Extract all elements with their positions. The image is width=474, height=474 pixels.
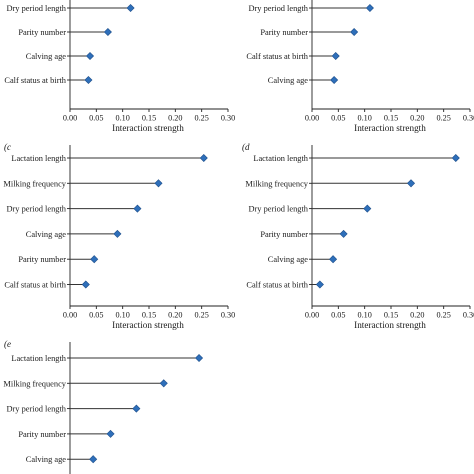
panel-4-x-tick-label: 0.10 [358, 311, 372, 320]
panel-3-diamond-marker [199, 153, 208, 163]
panel-2-diamond-marker [331, 51, 340, 61]
panel-3-category-label: Lactation length [11, 154, 66, 163]
panel-1-category-label: Parity number [18, 28, 66, 37]
panel-2-diamond-marker [330, 75, 339, 85]
panel-1-x-tick-label: 0.10 [116, 114, 130, 123]
panel-5-category-label: Lactation length [11, 354, 66, 363]
panel-2-x-tick-label: 0.00 [305, 114, 319, 123]
panel-1-x-axis-title: Interaction strength [112, 123, 184, 133]
panel-3-diamond-marker [133, 204, 142, 213]
panel-1-category-label: Calf status at birth [4, 76, 66, 85]
panel-4-x-tick-label: 0.05 [331, 311, 345, 320]
panel-1-x-tick-label: 0.05 [89, 114, 103, 123]
panel-5-diamond-marker [195, 353, 204, 363]
panel-4-x-axis-title: Interaction strength [354, 320, 426, 330]
panel-4-x-tick-label: 0.00 [305, 311, 319, 320]
panel-2-category-label: Dry period length [248, 4, 308, 13]
panel-5-diamond-marker [132, 404, 141, 413]
panel-3-category-label: Calving age [26, 230, 67, 239]
panel-4-category-label: Lactation length [253, 154, 308, 163]
panel-3-x-tick-label: 0.05 [89, 311, 103, 320]
panel-1-category-label: Calving age [26, 52, 67, 61]
panel-3-x-tick-label: 0.10 [116, 311, 130, 320]
panel-2-category-label: Calf status at birth [246, 52, 308, 61]
panel-4-panel-label: (d [242, 142, 250, 152]
panel-5-panel-label: (e [4, 339, 11, 349]
panel-3-diamond-marker [81, 280, 90, 289]
panel-4-x-tick-label: 0.30 [463, 311, 474, 320]
panel-2-x-tick-label: 0.30 [463, 114, 474, 123]
panel-4-diamond-marker [451, 153, 460, 163]
panel-4-diamond-marker [315, 280, 324, 289]
panel-4-category-label: Calf status at birth [246, 281, 308, 290]
panel-1-x-tick-label: 0.20 [168, 114, 182, 123]
panel-5-category-label: Milking frequency [3, 379, 66, 388]
panel-1-x-tick-label: 0.30 [221, 114, 235, 123]
panel-3-x-tick-label: 0.30 [221, 311, 235, 320]
panel-5-category-label: Dry period length [6, 405, 66, 414]
panel-4-category-label: Dry period length [248, 205, 308, 214]
panel-3-panel-label: (c [4, 142, 11, 152]
panel-3-category-label: Milking frequency [3, 179, 66, 188]
panel-3-category-label: Dry period length [6, 205, 66, 214]
panel-4-category-label: Parity number [260, 230, 308, 239]
panel-3-x-tick-label: 0.20 [168, 311, 182, 320]
panel-1-category-label: Dry period length [6, 4, 66, 13]
panel-1-diamond-marker [84, 75, 93, 85]
panel-3-category-label: Parity number [18, 255, 66, 264]
panel-4-diamond-marker [329, 255, 338, 264]
panel-4-diamond-marker [339, 229, 348, 238]
panel-2-x-tick-label: 0.15 [384, 114, 398, 123]
panel-4-category-label: Calving age [268, 255, 309, 264]
panel-3-diamond-marker [154, 179, 163, 188]
panel-4-diamond-marker [406, 179, 416, 188]
panel-2-category-label: Parity number [260, 28, 308, 37]
panel-4-x-tick-label: 0.25 [437, 311, 451, 320]
panel-3-diamond-marker [113, 229, 122, 238]
panel-1-x-tick-label: 0.00 [63, 114, 77, 123]
panel-2-x-tick-label: 0.10 [358, 114, 372, 123]
panel-1-diamond-marker [85, 51, 95, 61]
panel-2-x-tick-label: 0.25 [437, 114, 451, 123]
panel-1-diamond-marker [103, 27, 112, 37]
panel-5-diamond-marker [159, 379, 168, 388]
panel-2-category-label: Calving age [268, 76, 309, 85]
panel-3-category-label: Calf status at birth [4, 281, 66, 290]
panel-4-diamond-marker [363, 204, 372, 213]
panel-2-x-tick-label: 0.20 [410, 114, 424, 123]
panel-3-diamond-marker [90, 255, 99, 264]
panel-2-diamond-marker [365, 3, 374, 13]
panel-4-x-tick-label: 0.15 [384, 311, 398, 320]
panel-5-category-label: Parity number [18, 430, 66, 439]
panel-4-x-tick-label: 0.20 [410, 311, 424, 320]
panel-5-diamond-marker [89, 455, 98, 464]
panel-1-x-tick-label: 0.15 [142, 114, 156, 123]
panel-3-x-tick-label: 0.25 [195, 311, 209, 320]
panel-3-x-tick-label: 0.00 [63, 311, 77, 320]
panel-2-x-tick-label: 0.05 [331, 114, 345, 123]
panel-5-category-label: Calving age [26, 455, 67, 464]
panel-3-x-axis-title: Interaction strength [112, 320, 184, 330]
panel-2-diamond-marker [350, 27, 359, 37]
panel-1-x-tick-label: 0.25 [195, 114, 209, 123]
panel-1-diamond-marker [126, 3, 135, 13]
panel-4-category-label: Milking frequency [245, 179, 308, 188]
panel-2-x-axis-title: Interaction strength [354, 123, 426, 133]
panel-5-diamond-marker [106, 429, 115, 438]
panel-3-x-tick-label: 0.15 [142, 311, 156, 320]
